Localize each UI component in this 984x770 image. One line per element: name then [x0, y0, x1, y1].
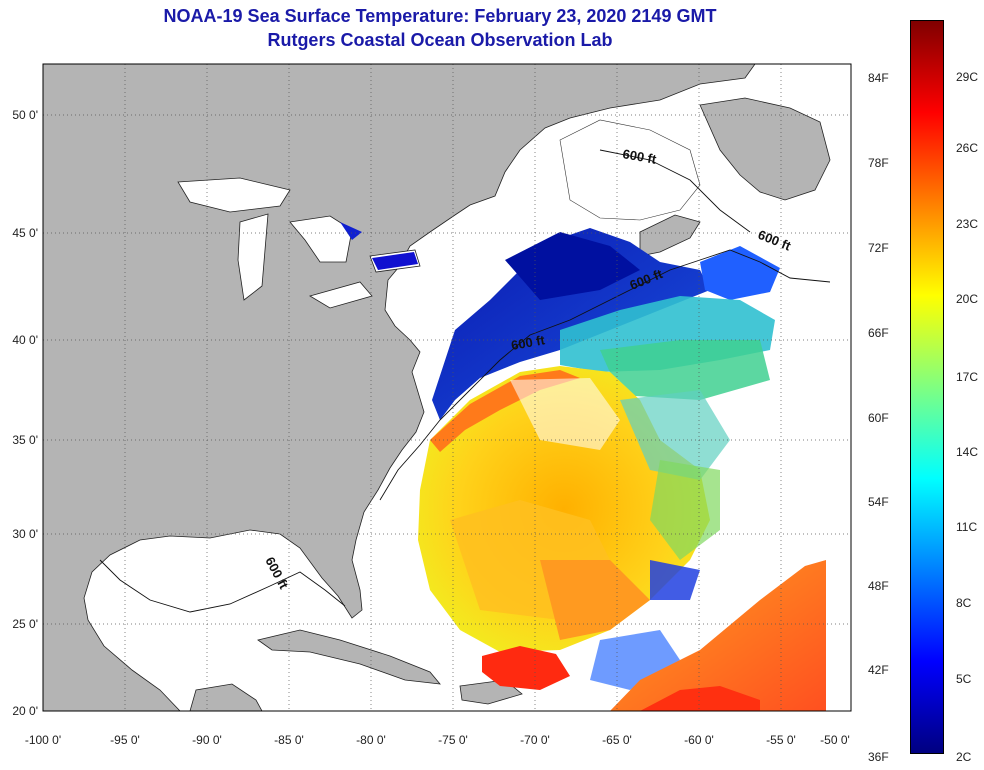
colorbar-c-label: 26C: [956, 141, 979, 155]
lat-tick-label: 20 0': [12, 704, 38, 718]
colorbar-c-label: 29C: [956, 70, 979, 84]
sst-southeast: [610, 560, 826, 711]
lat-tick-label: 40 0': [12, 333, 38, 347]
colorbar-f-label: 48F: [868, 579, 889, 593]
land-north-america: [43, 64, 756, 711]
lon-tick-label: -90 0': [192, 733, 222, 747]
lon-tick-label: -75 0': [438, 733, 468, 747]
colorbar-f-label: 72F: [868, 241, 889, 255]
colorbar-f-label: 36F: [868, 750, 889, 764]
sst-shelf-cold: [432, 228, 710, 420]
map-title: NOAA-19 Sea Surface Temperature: Februar…: [163, 6, 717, 26]
colorbar-c-label: 20C: [956, 292, 979, 306]
land-cuba: [257, 629, 441, 685]
lat-tick-label: 25 0': [12, 617, 38, 631]
lon-tick-label: -55 0': [766, 733, 796, 747]
colorbar-c-label: 23C: [956, 217, 979, 231]
graticule: [43, 64, 851, 711]
contour-label: 600 ft: [621, 146, 658, 167]
colorbar-c-label: 2C: [956, 750, 972, 764]
colorbar-f-label: 60F: [868, 411, 889, 425]
land-yucatan: [189, 683, 263, 711]
lon-tick-label: -100 0': [25, 733, 61, 747]
lon-tick-label: -50 0': [820, 733, 850, 747]
colorbar-f-label: 54F: [868, 495, 889, 509]
great-lakes: [177, 177, 421, 309]
land-newfoundland: [699, 97, 831, 201]
isobath-600ft: [99, 149, 831, 613]
colorbar-f-label: 42F: [868, 663, 889, 677]
map-frame: [42, 63, 852, 712]
colorbar-f-label: 78F: [868, 156, 889, 170]
colorbar-f-label: 84F: [868, 71, 889, 85]
colorbar-c-label: 17C: [956, 370, 979, 384]
colorbar-f-label: 66F: [868, 326, 889, 340]
lat-axis: 50 0' 45 0' 40 0' 35 0' 30 0' 25 0' 20 0…: [12, 108, 38, 718]
lat-tick-label: 30 0': [12, 527, 38, 541]
colorbar: [910, 20, 944, 754]
st-lawrence-shelf: [559, 119, 701, 221]
lon-tick-label: -65 0': [602, 733, 632, 747]
lon-tick-label: -80 0': [356, 733, 386, 747]
colorbar-c-label: 5C: [956, 672, 972, 686]
lat-tick-label: 35 0': [12, 433, 38, 447]
lon-tick-label: -70 0': [520, 733, 550, 747]
colorbar-gradient: [910, 20, 944, 754]
lon-tick-label: -60 0': [684, 733, 714, 747]
lon-tick-label: -85 0': [274, 733, 304, 747]
lon-tick-label: -95 0': [110, 733, 140, 747]
colorbar-c-label: 11C: [956, 520, 978, 534]
lat-tick-label: 50 0': [12, 108, 38, 122]
contour-label: 600 ft: [510, 332, 547, 353]
lat-tick-label: 45 0': [12, 226, 38, 240]
colorbar-c-label: 8C: [956, 596, 972, 610]
map-subtitle: Rutgers Coastal Ocean Observation Lab: [267, 30, 613, 50]
lon-axis: -100 0' -95 0' -90 0' -85 0' -80 0' -75 …: [25, 733, 850, 747]
sst-warm-patch: [482, 646, 570, 690]
colorbar-c-label: 14C: [956, 445, 979, 459]
